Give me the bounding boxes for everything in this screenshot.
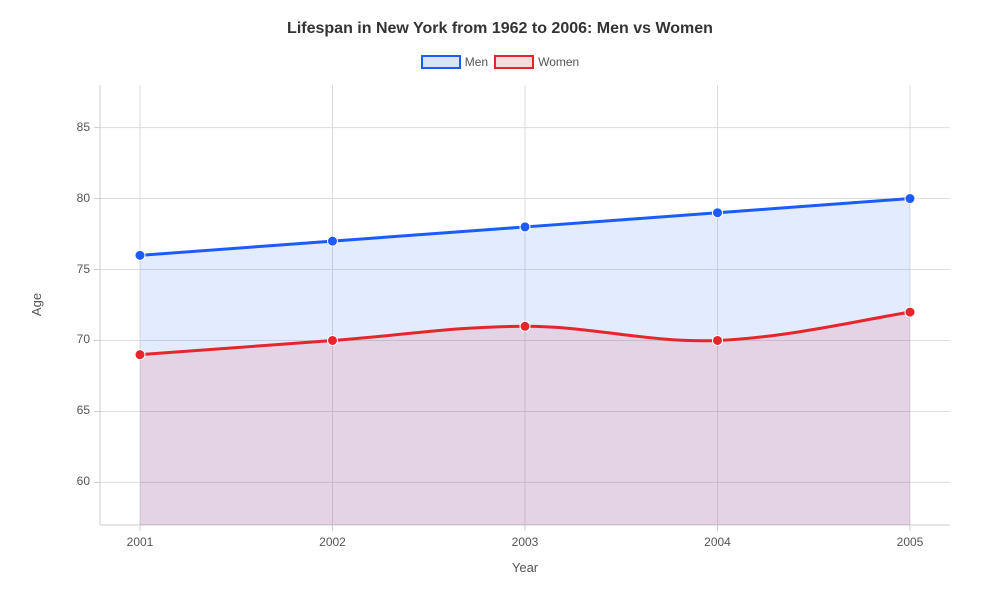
chart-container: Lifespan in New York from 1962 to 2006: … — [0, 0, 1000, 600]
plot-area — [100, 85, 950, 525]
x-tick-label: 2002 — [303, 535, 363, 549]
x-tick-label: 2001 — [110, 535, 170, 549]
chart-title: Lifespan in New York from 1962 to 2006: … — [0, 20, 1000, 38]
chart-legend: Men Women — [0, 55, 1000, 69]
x-tick-label: 2003 — [495, 535, 555, 549]
legend-label-men: Men — [465, 55, 488, 69]
y-tick-label: 60 — [60, 474, 90, 488]
legend-swatch-men — [421, 55, 461, 69]
legend-item-women[interactable]: Women — [494, 55, 579, 69]
x-tick-label: 2004 — [688, 535, 748, 549]
legend-item-men[interactable]: Men — [421, 55, 488, 69]
y-tick-label: 75 — [60, 262, 90, 276]
legend-swatch-women — [494, 55, 534, 69]
y-tick-label: 85 — [60, 120, 90, 134]
x-tick-label: 2005 — [880, 535, 940, 549]
legend-label-women: Women — [538, 55, 579, 69]
x-axis-title: Year — [100, 560, 950, 575]
y-axis-title: Age — [29, 293, 44, 316]
plot-svg — [100, 85, 950, 525]
y-tick-label: 80 — [60, 191, 90, 205]
y-tick-label: 65 — [60, 403, 90, 417]
y-tick-label: 70 — [60, 332, 90, 346]
